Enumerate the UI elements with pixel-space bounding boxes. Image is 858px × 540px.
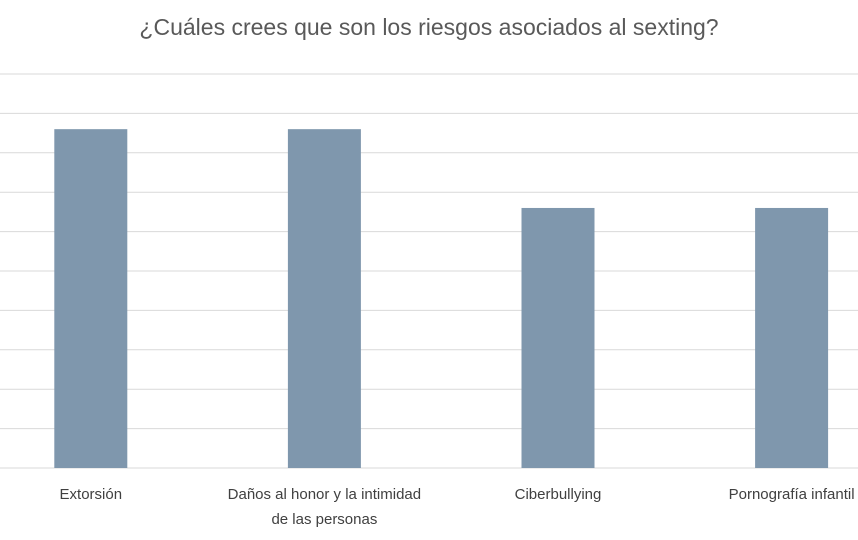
bar	[521, 207, 595, 468]
x-tick-label: Extorsión	[59, 486, 123, 503]
x-tick-label: Daños al honor y la intimidad de las per…	[227, 486, 422, 528]
bar	[54, 129, 128, 468]
x-tick-label: Pornografía infantil	[728, 486, 855, 503]
bar	[755, 207, 829, 468]
chart-title: ¿Cuáles crees que son los riesgos asocia…	[139, 14, 719, 40]
x-tick-label: Ciberbullying	[514, 486, 602, 503]
bar	[287, 129, 361, 468]
